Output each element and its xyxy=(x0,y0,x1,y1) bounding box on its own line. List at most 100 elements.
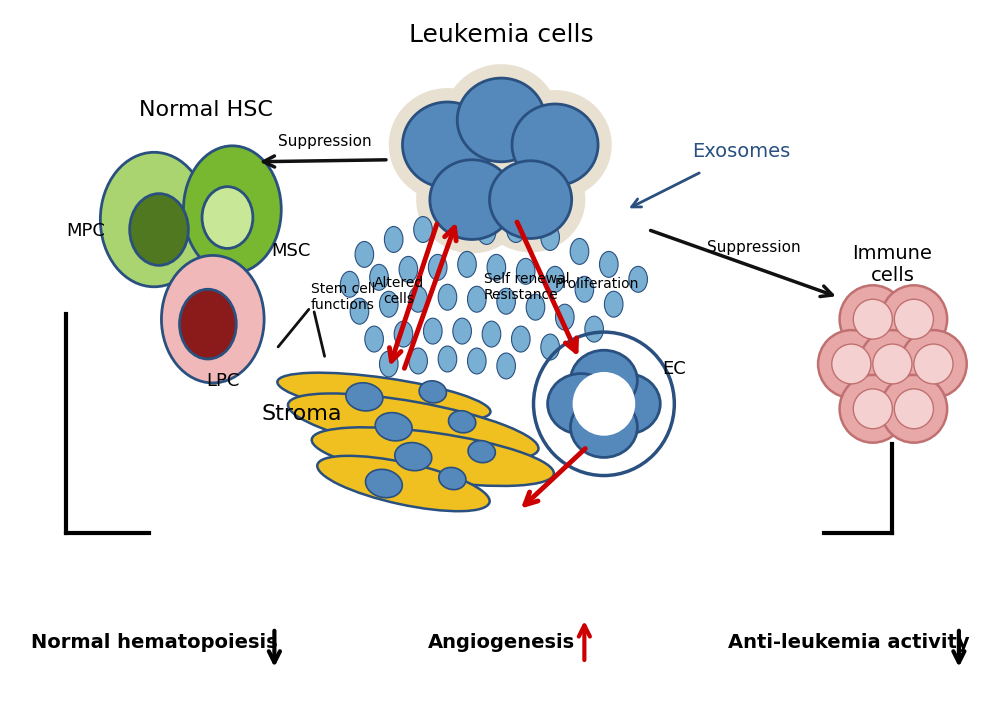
Ellipse shape xyxy=(288,393,539,460)
Circle shape xyxy=(832,344,871,384)
Ellipse shape xyxy=(570,350,637,411)
Circle shape xyxy=(894,389,933,429)
Ellipse shape xyxy=(202,187,253,249)
Ellipse shape xyxy=(629,266,647,292)
Ellipse shape xyxy=(498,90,612,200)
Ellipse shape xyxy=(161,255,264,383)
Ellipse shape xyxy=(366,470,402,498)
Ellipse shape xyxy=(444,64,559,175)
Ellipse shape xyxy=(380,291,398,317)
Ellipse shape xyxy=(546,266,564,292)
Ellipse shape xyxy=(575,276,594,302)
Circle shape xyxy=(859,330,926,398)
Ellipse shape xyxy=(394,321,413,347)
Ellipse shape xyxy=(556,304,574,330)
Circle shape xyxy=(881,285,947,353)
Ellipse shape xyxy=(526,294,545,320)
Ellipse shape xyxy=(604,291,623,317)
Ellipse shape xyxy=(346,383,383,411)
Ellipse shape xyxy=(402,102,492,188)
Ellipse shape xyxy=(490,161,572,239)
Ellipse shape xyxy=(541,224,559,250)
Text: LPC: LPC xyxy=(206,372,239,390)
Circle shape xyxy=(840,375,906,443)
Ellipse shape xyxy=(183,146,281,273)
Ellipse shape xyxy=(468,348,486,374)
Circle shape xyxy=(818,330,885,398)
Ellipse shape xyxy=(355,242,374,267)
Circle shape xyxy=(873,344,912,384)
Ellipse shape xyxy=(516,258,535,284)
Text: EC: EC xyxy=(663,360,686,378)
Text: Proliferation: Proliferation xyxy=(555,278,639,291)
Ellipse shape xyxy=(416,146,528,253)
Ellipse shape xyxy=(409,286,427,312)
Text: MSC: MSC xyxy=(271,242,311,260)
Ellipse shape xyxy=(384,226,403,252)
Ellipse shape xyxy=(395,443,432,471)
Circle shape xyxy=(853,389,892,429)
Ellipse shape xyxy=(130,193,188,265)
Ellipse shape xyxy=(487,255,506,280)
Ellipse shape xyxy=(419,381,446,403)
Circle shape xyxy=(840,285,906,353)
Ellipse shape xyxy=(100,152,208,287)
Text: Stem cell
functions: Stem cell functions xyxy=(311,282,375,312)
Circle shape xyxy=(914,344,953,384)
Ellipse shape xyxy=(593,374,660,434)
Text: Self renewal
Resistance: Self renewal Resistance xyxy=(484,273,569,303)
Ellipse shape xyxy=(380,351,398,377)
Ellipse shape xyxy=(570,397,637,457)
Ellipse shape xyxy=(512,326,530,352)
Ellipse shape xyxy=(424,319,442,344)
Ellipse shape xyxy=(497,288,515,314)
Text: Angiogenesis: Angiogenesis xyxy=(428,633,575,652)
Circle shape xyxy=(900,330,967,398)
Circle shape xyxy=(853,299,892,339)
Ellipse shape xyxy=(585,316,603,342)
Text: Leukemia cells: Leukemia cells xyxy=(409,23,594,47)
Ellipse shape xyxy=(180,289,236,359)
Ellipse shape xyxy=(570,239,589,265)
Ellipse shape xyxy=(375,413,412,441)
Ellipse shape xyxy=(389,88,506,201)
Text: Anti-leukemia activity: Anti-leukemia activity xyxy=(728,633,969,652)
Circle shape xyxy=(881,375,947,443)
Text: Suppression: Suppression xyxy=(278,134,372,150)
Ellipse shape xyxy=(468,286,486,312)
Ellipse shape xyxy=(468,441,495,462)
Ellipse shape xyxy=(317,456,490,511)
Ellipse shape xyxy=(477,219,496,244)
Ellipse shape xyxy=(457,78,545,162)
Ellipse shape xyxy=(458,252,476,278)
Ellipse shape xyxy=(497,353,515,379)
Circle shape xyxy=(894,299,933,339)
Ellipse shape xyxy=(430,160,514,239)
Ellipse shape xyxy=(277,372,490,421)
Ellipse shape xyxy=(438,346,457,372)
Ellipse shape xyxy=(438,284,457,310)
Ellipse shape xyxy=(312,427,554,486)
Text: Stroma: Stroma xyxy=(262,404,342,423)
Ellipse shape xyxy=(453,319,471,344)
Text: Altered
cells: Altered cells xyxy=(373,276,424,306)
Circle shape xyxy=(573,372,635,436)
Ellipse shape xyxy=(600,252,618,278)
Ellipse shape xyxy=(476,147,585,252)
Ellipse shape xyxy=(439,467,466,490)
Text: MPC: MPC xyxy=(66,222,105,240)
Ellipse shape xyxy=(399,257,418,283)
Ellipse shape xyxy=(482,321,501,347)
Text: Normal HSC: Normal HSC xyxy=(139,100,273,120)
Text: Immune
cells: Immune cells xyxy=(852,244,932,285)
Text: Exosomes: Exosomes xyxy=(692,142,790,161)
Ellipse shape xyxy=(350,298,369,324)
Ellipse shape xyxy=(512,104,598,186)
Ellipse shape xyxy=(507,216,525,242)
Ellipse shape xyxy=(409,348,427,374)
Ellipse shape xyxy=(370,265,388,290)
Ellipse shape xyxy=(541,334,559,360)
Ellipse shape xyxy=(340,271,359,297)
Ellipse shape xyxy=(548,374,614,434)
Ellipse shape xyxy=(365,326,383,352)
